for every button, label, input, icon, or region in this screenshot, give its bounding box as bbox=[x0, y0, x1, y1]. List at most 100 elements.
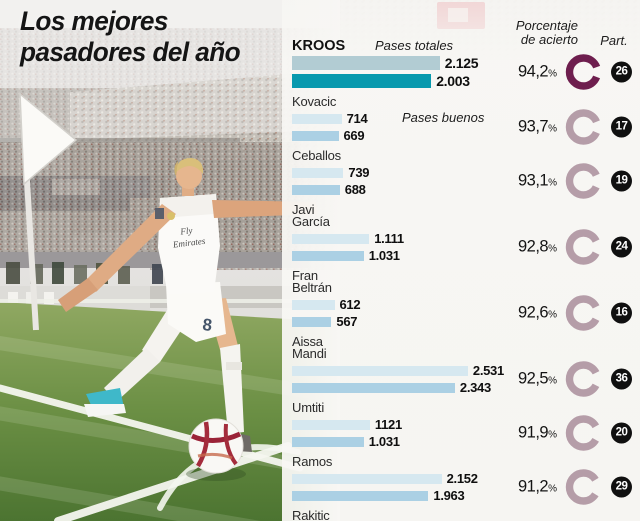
accuracy-cluster: 92,6% 16 bbox=[501, 295, 632, 332]
participation-badge: 24 bbox=[611, 236, 632, 258]
page-title-line1: Los mejores bbox=[20, 6, 168, 36]
total-passes-bar bbox=[292, 473, 442, 484]
player-bars: 2.152 1.963 91,2% 29 bbox=[292, 469, 632, 506]
total-passes-bar bbox=[292, 167, 344, 178]
player-bars: 612 567 92,6% 16 bbox=[292, 295, 632, 332]
player-name: Fran Beltrán bbox=[292, 268, 332, 295]
series-label-good: Pases buenos bbox=[402, 110, 485, 125]
total-passes-value: 1121 bbox=[374, 417, 402, 432]
accuracy-donut-icon bbox=[565, 163, 602, 199]
accuracy-value: 92,5% bbox=[517, 369, 557, 388]
accuracy-donut-icon bbox=[565, 295, 602, 331]
participation-badge: 36 bbox=[611, 368, 632, 390]
good-passes-bar bbox=[292, 382, 455, 393]
good-passes-value: 1.963 bbox=[433, 488, 465, 503]
player-row: Kovacic Pases buenos 714 669 93,7% 17 bbox=[292, 95, 632, 146]
player-row: Rakitic 2.676 2.436 91% 34 bbox=[292, 508, 632, 521]
player-row: KROOS Pases totales 2.125 2.003 94,2% 26 bbox=[292, 38, 632, 91]
participation-badge: 16 bbox=[611, 302, 632, 324]
total-passes-bar bbox=[292, 233, 370, 244]
total-passes-value: 1.111 bbox=[374, 231, 404, 246]
good-passes-value: 669 bbox=[343, 128, 365, 143]
participation-badge: 29 bbox=[611, 476, 632, 498]
player-row: Aissa Mandi 2.531 2.343 92,5% 36 bbox=[292, 334, 632, 397]
participation-badge: 26 bbox=[611, 61, 632, 83]
club-crest bbox=[167, 212, 175, 220]
player-row: Ceballos 739 688 93,1% 19 bbox=[292, 148, 632, 200]
good-passes-bar bbox=[292, 316, 332, 327]
player-number: 8 bbox=[202, 315, 213, 335]
accuracy-value: 92,6% bbox=[517, 303, 557, 322]
player-rows: KROOS Pases totales 2.125 2.003 94,2% 26… bbox=[292, 38, 632, 521]
good-passes-value: 688 bbox=[344, 182, 366, 197]
accuracy-value: 91,9% bbox=[517, 423, 557, 442]
participation-badge: 20 bbox=[611, 422, 632, 444]
accuracy-value: 92,8% bbox=[517, 237, 557, 256]
player-bars: 1121 1.031 91,9% 20 bbox=[292, 415, 632, 452]
player-bars: 1.111 1.031 92,8% 24 bbox=[292, 229, 632, 266]
player-name: KROOS bbox=[292, 38, 346, 54]
total-passes-value: 612 bbox=[339, 297, 361, 312]
player-bars: Pases totales 2.125 2.003 94,2% 26 bbox=[292, 38, 632, 91]
page-title-line2: pasadores del año bbox=[20, 37, 241, 67]
accuracy-cluster: 93,1% 19 bbox=[501, 163, 632, 200]
accuracy-value: 94,2% bbox=[517, 62, 557, 81]
total-passes-bar bbox=[292, 419, 370, 430]
player-row: Javi García 1.111 1.031 92,8% 24 bbox=[292, 203, 632, 266]
total-passes-value: 2.125 bbox=[444, 55, 479, 71]
good-passes-bar bbox=[292, 490, 429, 501]
player-name: Aissa Mandi bbox=[292, 334, 327, 361]
svg-text:Fly: Fly bbox=[179, 225, 193, 237]
accuracy-donut-icon bbox=[565, 54, 602, 90]
good-passes-value: 1.031 bbox=[368, 248, 400, 263]
accuracy-cluster: 94,2% 26 bbox=[501, 54, 632, 91]
shirt-sponsor: Fly Emirates bbox=[171, 225, 206, 250]
series-label-total: Pases totales bbox=[375, 38, 454, 53]
good-passes-bar bbox=[292, 130, 339, 141]
chart-panel: Porcentaje de acierto Part. KROOS Pases … bbox=[282, 0, 640, 521]
good-passes-bar bbox=[292, 184, 340, 195]
total-passes-value: 714 bbox=[346, 111, 368, 126]
good-passes-bar bbox=[292, 436, 364, 447]
player-row: Umtiti 1121 1.031 91,9% 20 bbox=[292, 400, 632, 452]
total-passes-value: 2.531 bbox=[472, 363, 504, 378]
player-name: Ramos bbox=[292, 454, 333, 469]
accuracy-cluster: 91,2% 29 bbox=[501, 469, 632, 506]
good-passes-value: 1.031 bbox=[368, 434, 400, 449]
player-bars: 739 688 93,1% 19 bbox=[292, 163, 632, 200]
accuracy-donut-icon bbox=[565, 361, 602, 397]
good-passes-value: 567 bbox=[336, 314, 358, 329]
player-row: Fran Beltrán 612 567 92,6% 16 bbox=[292, 268, 632, 332]
accuracy-value: 93,1% bbox=[517, 171, 557, 190]
accuracy-cluster: 91,9% 20 bbox=[501, 415, 632, 452]
accuracy-donut-icon bbox=[565, 415, 602, 451]
good-passes-bar bbox=[292, 74, 432, 88]
total-passes-bar bbox=[292, 299, 335, 310]
participation-badge: 17 bbox=[611, 116, 632, 138]
good-passes-value: 2.343 bbox=[459, 380, 491, 395]
accuracy-cluster: 92,8% 24 bbox=[501, 229, 632, 266]
good-passes-bar bbox=[292, 250, 364, 261]
corner-flag bbox=[19, 92, 78, 331]
total-passes-value: 2.152 bbox=[446, 471, 478, 486]
player-name: Rakitic bbox=[292, 508, 330, 521]
player-row: Ramos 2.152 1.963 91,2% 29 bbox=[292, 454, 632, 506]
participation-column-header: Part. bbox=[600, 33, 628, 48]
player-bars: Pases buenos 714 669 93,7% 17 bbox=[292, 109, 632, 146]
accuracy-value: 91,2% bbox=[517, 477, 557, 496]
player-name: Ceballos bbox=[292, 148, 341, 163]
accuracy-donut-icon bbox=[565, 109, 602, 145]
pitch-grass bbox=[0, 302, 340, 521]
total-passes-bar bbox=[292, 365, 468, 376]
total-passes-value: 739 bbox=[348, 165, 370, 180]
ball bbox=[186, 418, 246, 481]
page-title: Los mejores pasadores del año bbox=[20, 6, 241, 68]
total-passes-bar bbox=[292, 56, 440, 70]
svg-text:Emirates: Emirates bbox=[171, 236, 206, 250]
accuracy-value: 93,7% bbox=[517, 117, 557, 136]
participation-badge: 19 bbox=[611, 170, 632, 192]
accuracy-cluster: 93,7% 17 bbox=[501, 109, 632, 146]
player-name: Umtiti bbox=[292, 400, 325, 415]
league-patch bbox=[155, 208, 164, 219]
